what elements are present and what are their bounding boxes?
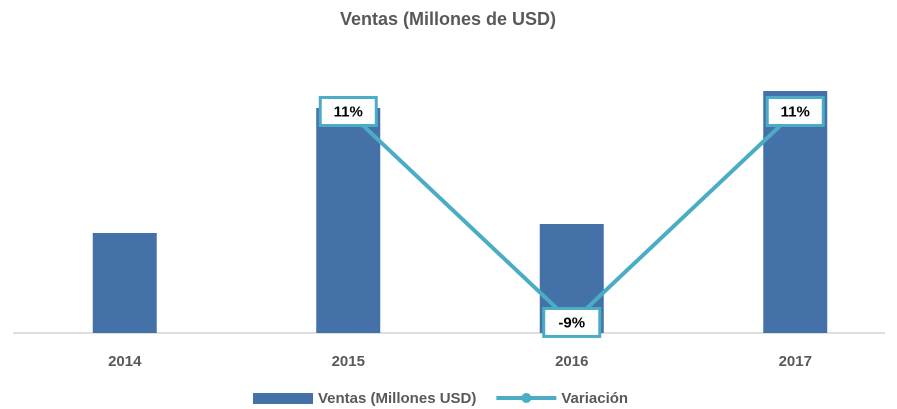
data-label-box: [542, 306, 602, 338]
x-tick-label: 2015: [332, 353, 365, 370]
legend-marker: [521, 393, 532, 403]
legend-label: Variación: [561, 390, 628, 407]
bar: [763, 91, 828, 333]
x-tick-label: 2014: [108, 353, 142, 370]
legend-label: Ventas (Millones USD): [318, 390, 476, 407]
data-label: 11%: [334, 103, 363, 120]
legend-swatch: [253, 393, 313, 404]
bar: [316, 108, 381, 333]
x-tick-label: 2016: [555, 353, 588, 370]
chart-title: Ventas (Millones de USD): [340, 9, 556, 29]
data-label: 11%: [781, 103, 810, 120]
data-label-box: [318, 95, 378, 127]
x-tick-label: 2017: [779, 353, 812, 370]
bar: [92, 233, 157, 333]
data-label: -9%: [558, 314, 585, 331]
data-label-box: [765, 95, 825, 127]
